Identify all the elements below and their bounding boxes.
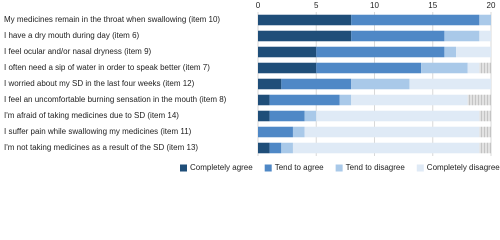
- bar-segment: [479, 62, 491, 74]
- bar-segment: [281, 78, 352, 90]
- bar-segment: [304, 126, 480, 138]
- y-tick-label: I feel ocular and/or nasal dryness (item…: [4, 47, 152, 56]
- legend-label: Completely agree: [190, 163, 253, 172]
- legend-label: Tend to disagree: [346, 163, 406, 172]
- bar-segment: [456, 46, 491, 58]
- bar-segment: [258, 30, 352, 42]
- y-tick-label: I'm not taking medicines as a result of …: [4, 143, 198, 152]
- legend-swatch: [180, 164, 187, 172]
- bar-segment: [479, 110, 491, 122]
- bar-segment: [258, 14, 352, 26]
- legend-swatch: [335, 164, 343, 172]
- bar-segment: [258, 142, 270, 154]
- y-tick-label: My medicines remain in the throat when s…: [4, 15, 220, 24]
- bar-segment: [292, 126, 305, 138]
- legend-label: Completely disagree: [427, 163, 500, 172]
- bar-segment: [292, 142, 480, 154]
- bar-segment: [258, 78, 282, 90]
- x-tick-label: 20: [487, 1, 496, 10]
- bar-segment: [269, 110, 305, 122]
- x-tick-label: 15: [428, 1, 437, 10]
- bar-segment: [258, 110, 270, 122]
- x-tick-label: 5: [314, 1, 319, 10]
- bar-segment: [409, 78, 491, 90]
- bar-segment: [351, 30, 445, 42]
- legend-swatch: [264, 164, 272, 172]
- bar-segment: [316, 110, 480, 122]
- bar-segment: [351, 94, 468, 106]
- y-tick-label: I have a dry mouth during day (item 6): [4, 31, 140, 40]
- legend-label: Tend to agree: [275, 163, 324, 172]
- bar-segment: [269, 94, 340, 106]
- y-tick-label: I feel an uncomfortable burning sensatio…: [4, 95, 227, 104]
- bar-segment: [316, 46, 445, 58]
- bar-segment: [258, 46, 317, 58]
- bar-segment: [479, 142, 491, 154]
- bar-segment: [258, 126, 293, 138]
- y-tick-label: I suffer pain while swallowing my medici…: [4, 127, 192, 136]
- bar-segment: [269, 142, 282, 154]
- bar-segment: [479, 30, 491, 42]
- bar-segment: [421, 62, 468, 74]
- bar-segment: [351, 78, 410, 90]
- bar-segment: [316, 62, 422, 74]
- bar-segment: [479, 14, 491, 26]
- x-tick-label: 10: [370, 1, 379, 10]
- bar-segment: [479, 126, 491, 138]
- bar-segment: [339, 94, 352, 106]
- bar-segment: [258, 62, 317, 74]
- legend-swatch: [416, 164, 424, 172]
- bar-segment: [467, 62, 480, 74]
- bar-segment: [444, 30, 480, 42]
- bar-segment: [444, 46, 457, 58]
- bar-segment: [304, 110, 317, 122]
- y-tick-label: I'm afraid of taking medicines due to SD…: [4, 111, 179, 120]
- bar-segment: [351, 14, 480, 26]
- y-tick-label: I worried about my SD in the last four w…: [4, 79, 195, 88]
- bar-segment: [281, 142, 293, 154]
- chart: 0 5 10 15 20 My medicines remain in the throa…: [4, 1, 500, 172]
- bar-segment: [258, 94, 270, 106]
- bar-segment: [467, 94, 491, 106]
- x-tick-label: 0: [256, 1, 261, 10]
- y-tick-label: I often need a sip of water in order to …: [4, 63, 210, 72]
